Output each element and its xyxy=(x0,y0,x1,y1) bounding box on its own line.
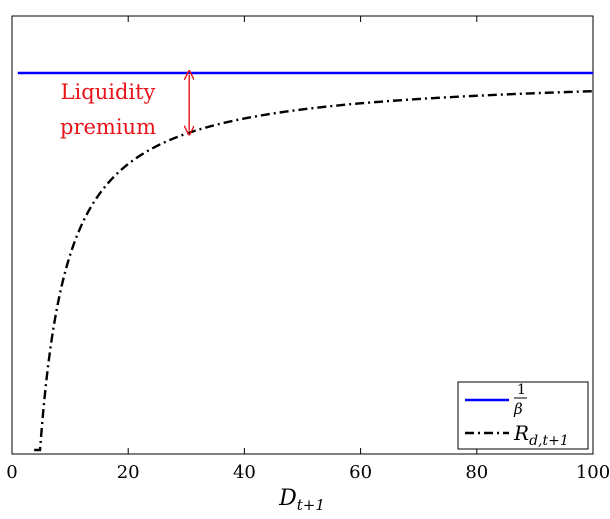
x-tick-label: 100 xyxy=(576,462,610,483)
x-tick-label: 60 xyxy=(349,462,372,483)
legend-beta-numerator: 1 xyxy=(517,382,526,398)
x-tick-label: 0 xyxy=(6,462,17,483)
legend-rd-subscript: d,t+1 xyxy=(529,433,569,449)
annotation-liquidity-line2: premium xyxy=(60,115,156,139)
plot-frame xyxy=(11,15,594,455)
x-tick-label: 80 xyxy=(465,462,488,483)
x-axis-ticks xyxy=(11,16,594,454)
legend: 1 β Rd,t+1 xyxy=(457,381,589,450)
x-tick-label: 40 xyxy=(233,462,256,483)
x-tick-label: 20 xyxy=(117,462,140,483)
legend-beta-denominator: β xyxy=(513,400,523,418)
annotation-liquidity-line1: Liquidity xyxy=(61,80,156,104)
legend-rd-label: Rd,t+1 xyxy=(513,421,569,449)
x-axis-label-subscript: t+1 xyxy=(297,496,325,514)
x-axis-label: Dt+1 xyxy=(278,486,325,514)
legend-box xyxy=(457,381,589,450)
x-axis-tick-labels: 0 20 40 60 80 100 xyxy=(6,462,610,483)
series-rd-line xyxy=(34,90,594,452)
